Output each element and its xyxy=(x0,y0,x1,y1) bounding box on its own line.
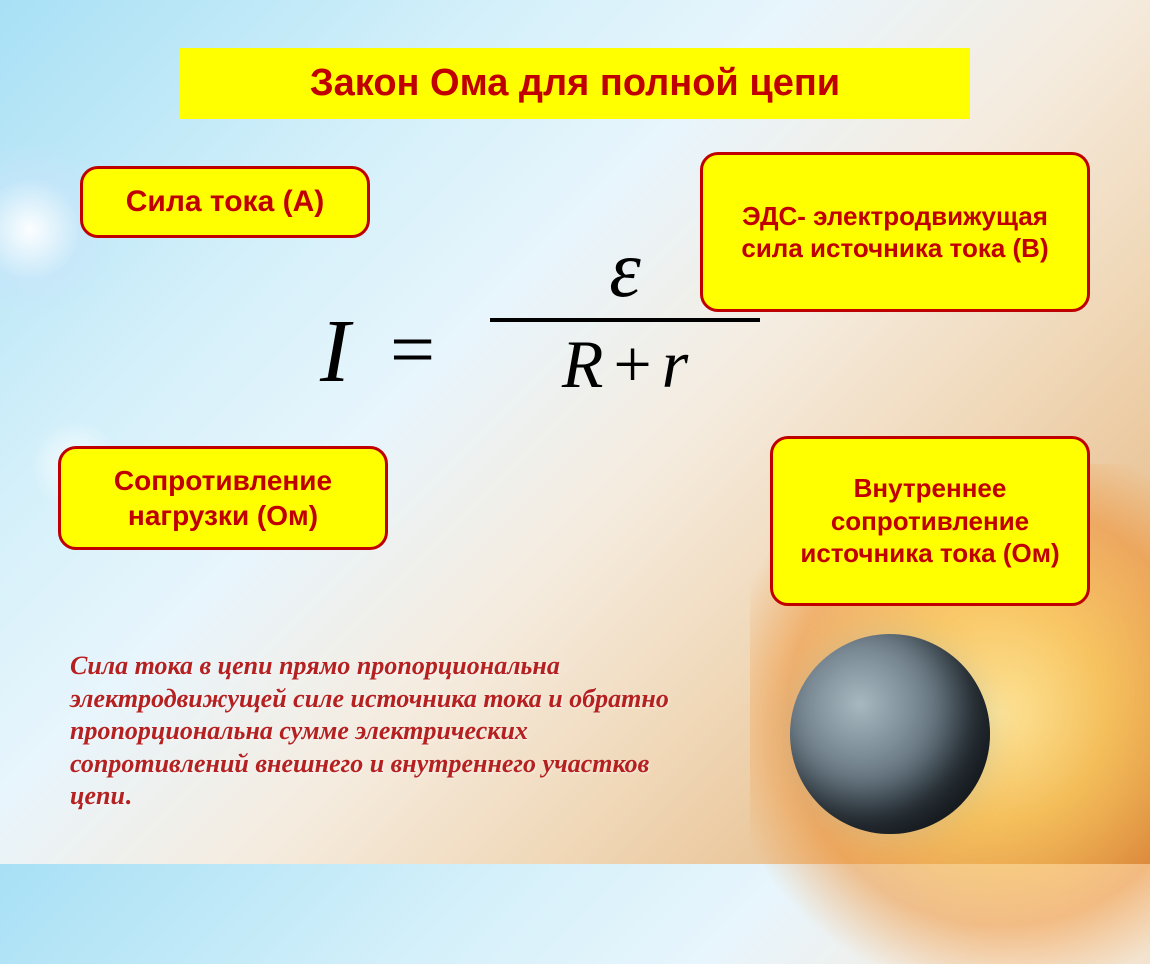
title-text: Закон Ома для полной цепи xyxy=(310,62,840,104)
background-planet xyxy=(790,634,990,834)
definition-period: . xyxy=(125,781,132,810)
law-definition-text: Сила тока в цепи прямо пропорциональна э… xyxy=(70,650,690,813)
formula-fraction: ε R+r xyxy=(490,230,760,398)
callout-current-text: Сила тока (А) xyxy=(126,183,325,221)
callout-internal-resistance: Внутреннее сопротивление источника тока … xyxy=(770,436,1090,606)
definition-text: Сила тока в цепи прямо пропорциональна э… xyxy=(70,651,669,810)
formula-symbol-R: R xyxy=(562,326,604,402)
formula-symbol-I: I xyxy=(320,300,350,403)
callout-current: Сила тока (А) xyxy=(80,166,370,238)
formula-symbol-epsilon: ε xyxy=(490,230,760,310)
formula-fraction-bar xyxy=(490,318,760,322)
formula-plus: + xyxy=(613,326,651,402)
formula-equals: = xyxy=(390,305,435,396)
ohms-law-formula: I = ε R+r xyxy=(320,230,780,460)
callout-internal-text: Внутреннее сопротивление источника тока … xyxy=(795,472,1065,570)
callout-load-text: Сопротивление нагрузки (Ом) xyxy=(83,463,363,533)
formula-denominator: R+r xyxy=(490,330,760,398)
formula-symbol-r: r xyxy=(662,326,688,402)
callout-load-resistance: Сопротивление нагрузки (Ом) xyxy=(58,446,388,550)
slide-title: Закон Ома для полной цепи xyxy=(180,48,970,119)
